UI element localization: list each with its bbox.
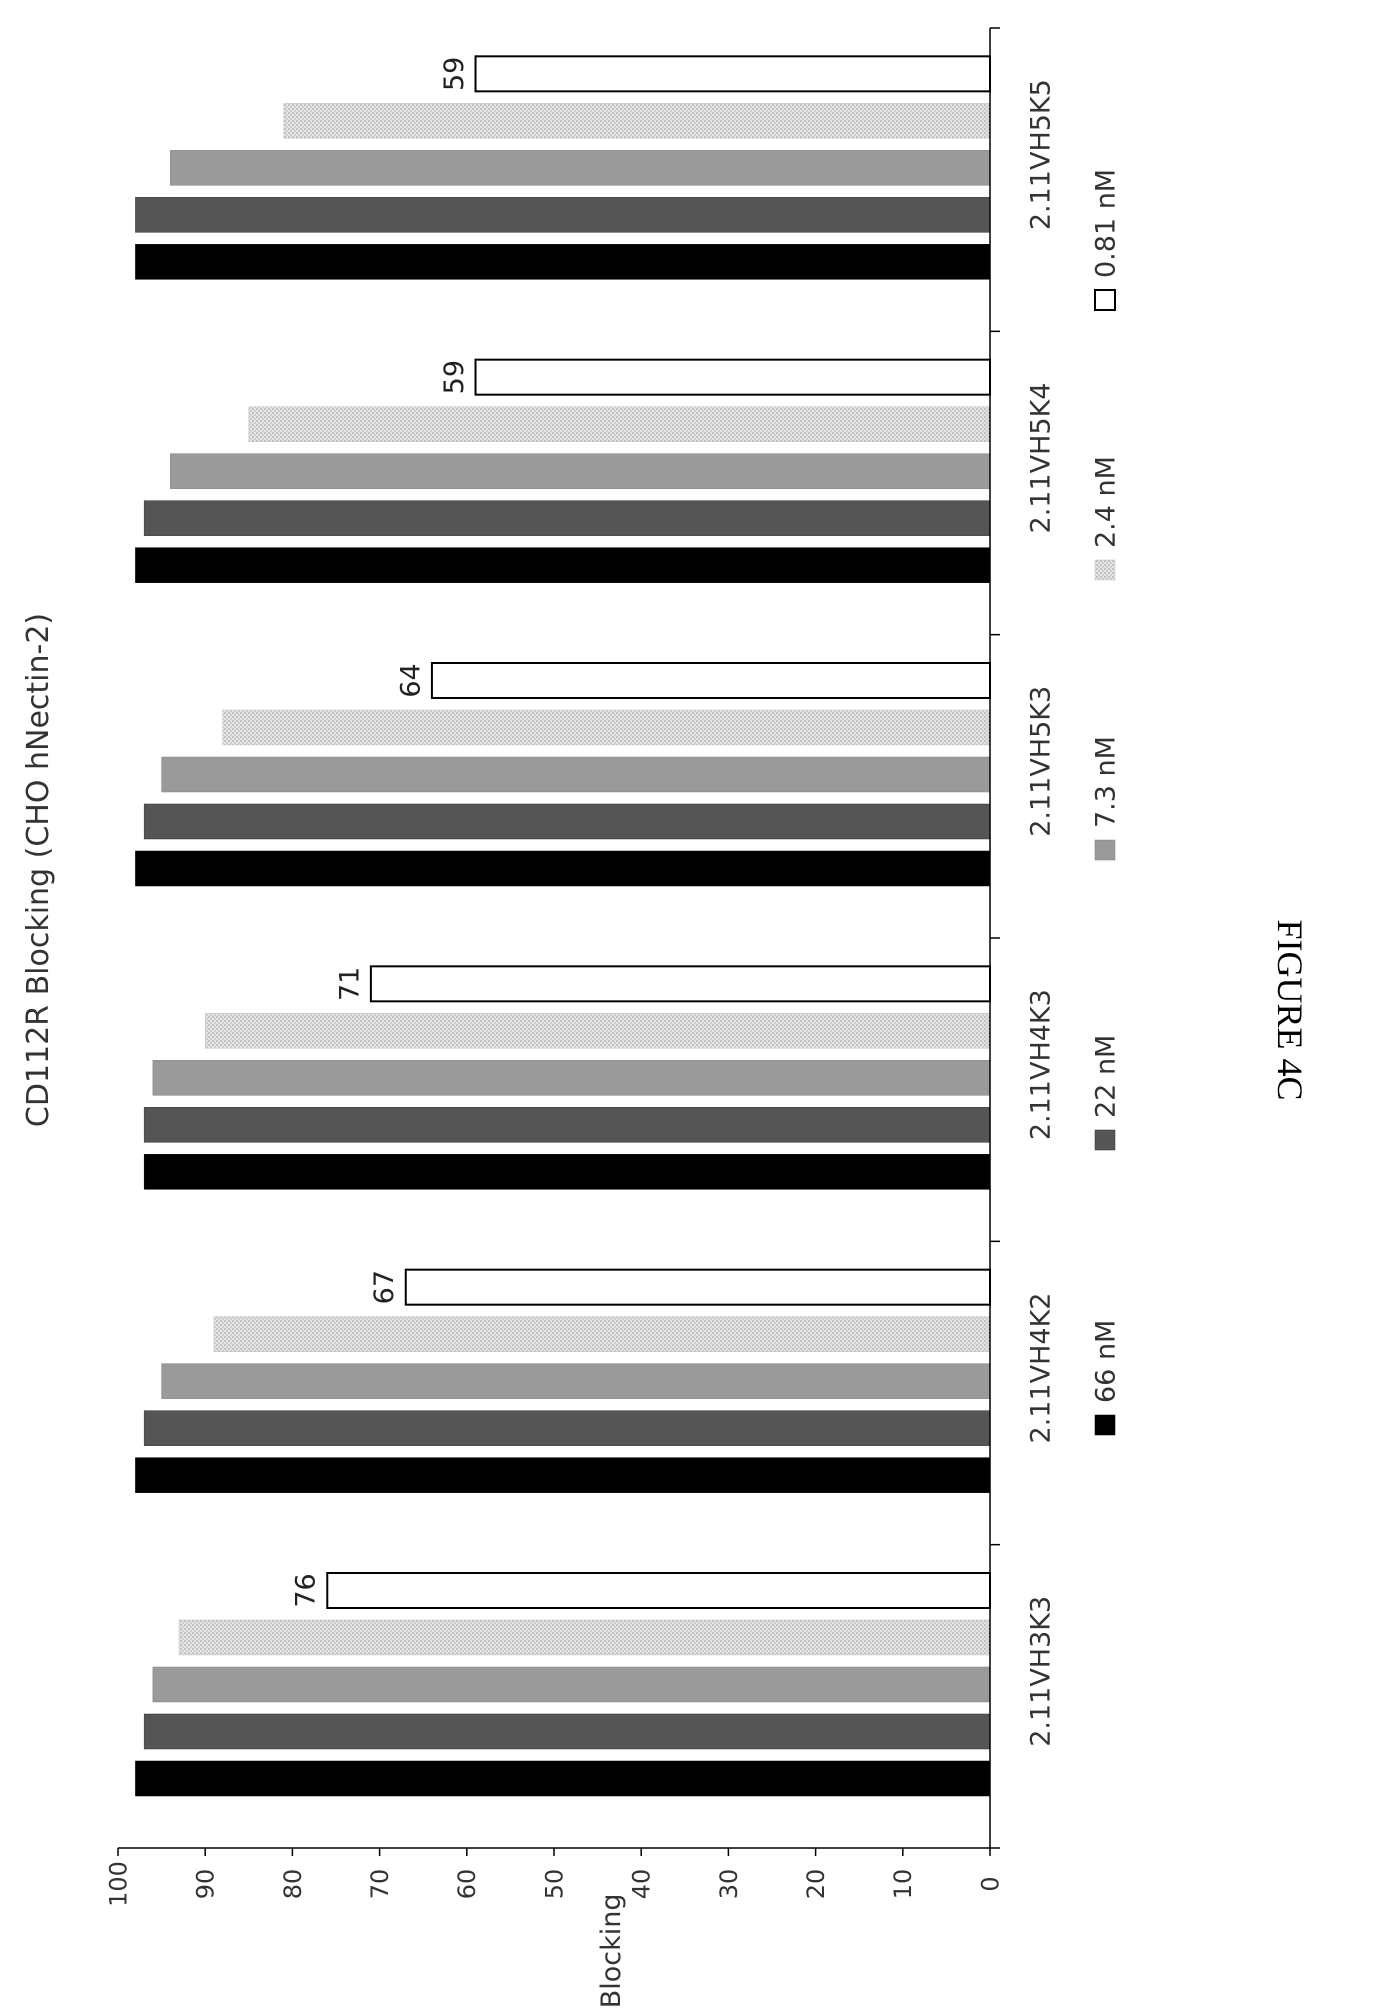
legend-label: 66 nM xyxy=(1090,1320,1121,1403)
legend-item-66nM: 66 nM xyxy=(1090,1320,1121,1436)
legend: 66 nM 22 nM 7.3 nM 2.4 nM 0.81 nM xyxy=(1090,169,1121,1436)
legend-label: 22 nM xyxy=(1090,1035,1121,1118)
bar-2.11VH4K3-0_81nM xyxy=(369,965,991,1003)
data-label-2.11VH4K2: 67 xyxy=(369,1270,400,1304)
legend-swatch xyxy=(1094,559,1116,581)
value-tick-label: 90 xyxy=(192,1869,220,1900)
bar-2.11VH5K4-7_3nM xyxy=(170,453,991,489)
bar-2.11VH4K2-0_81nM xyxy=(404,1268,991,1306)
bar-2.11VH4K3-22nM xyxy=(143,1107,991,1143)
bar-2.11VH4K3-7_3nM xyxy=(152,1060,991,1096)
category-label: 2.11VH3K3 xyxy=(1025,1596,1056,1747)
category-label: 2.11VH4K3 xyxy=(1025,989,1056,1140)
data-label-2.11VH5K5: 59 xyxy=(439,57,470,91)
legend-swatch xyxy=(1094,839,1116,861)
bar-2.11VH5K4-22nM xyxy=(143,500,991,536)
figure-caption: FIGURE 4C xyxy=(1270,919,1310,1100)
legend-item-0_81nM: 0.81 nM xyxy=(1090,169,1121,311)
legend-item-2_4nM: 2.4 nM xyxy=(1090,456,1121,581)
bar-2.11VH4K2-66nM xyxy=(135,1457,991,1493)
bar-2.11VH5K5-66nM xyxy=(135,244,991,280)
value-tick-label: 40 xyxy=(628,1869,656,1900)
category-label: 2.11VH5K3 xyxy=(1025,686,1056,837)
bar-2.11VH4K2-2_4nM xyxy=(213,1316,991,1352)
bar-2.11VH5K3-0_81nM xyxy=(430,662,992,699)
legend-swatch xyxy=(1094,1129,1116,1151)
bar-2.11VH5K5-2_4nM xyxy=(283,103,991,139)
data-label-2.11VH4K3: 71 xyxy=(334,967,365,1001)
legend-label: 0.81 nM xyxy=(1090,169,1121,278)
category-label: 2.11VH5K5 xyxy=(1025,79,1056,230)
legend-swatch xyxy=(1094,289,1116,311)
category-label: 2.11VH4K2 xyxy=(1025,1293,1056,1444)
bar-2.11VH5K4-66nM xyxy=(135,547,991,583)
legend-label: 7.3 nM xyxy=(1090,736,1121,828)
bar-2.11VH4K3-2_4nM xyxy=(204,1013,991,1049)
data-label-2.11VH5K3: 64 xyxy=(395,663,426,697)
bar-2.11VH5K3-2_4nM xyxy=(222,709,991,746)
value-tick-label: 20 xyxy=(802,1869,830,1900)
value-tick-label: 60 xyxy=(453,1869,481,1900)
value-tick-label: 50 xyxy=(540,1869,568,1900)
legend-swatch xyxy=(1094,1414,1116,1436)
value-tick-label: 10 xyxy=(889,1869,917,1900)
value-tick-label: 80 xyxy=(279,1869,307,1900)
bar-2.11VH5K5-0_81nM xyxy=(474,55,991,93)
bar-2.11VH4K2-22nM xyxy=(143,1410,991,1446)
legend-label: 2.4 nM xyxy=(1090,456,1121,548)
legend-item-22nM: 22 nM xyxy=(1090,1035,1121,1151)
value-tick-label: 30 xyxy=(715,1869,743,1900)
plot-area: 76 2.11VH3K3 67 2.11VH4K2 71 2.11VH4K3 64 2.11V… xyxy=(104,27,1056,1907)
bar-2.11VH5K5-22nM xyxy=(135,197,991,233)
bar-2.11VH3K3-22nM xyxy=(143,1713,991,1750)
category-label: 2.11VH5K4 xyxy=(1025,383,1056,534)
bar-2.11VH5K4-0_81nM xyxy=(474,358,991,396)
bar-2.11VH5K3-66nM xyxy=(135,850,991,887)
bar-2.11VH5K3-22nM xyxy=(143,803,991,840)
value-tick-label: 100 xyxy=(104,1861,132,1907)
value-tick-label: 0 xyxy=(976,1876,1004,1891)
bar-2.11VH3K3-7_3nM xyxy=(152,1666,991,1703)
data-label-2.11VH5K4: 59 xyxy=(439,360,470,394)
bar-2.11VH3K3-66nM xyxy=(135,1760,991,1797)
bar-2.11VH4K2-7_3nM xyxy=(161,1363,991,1399)
bar-2.11VH3K3-2_4nM xyxy=(178,1619,991,1656)
bar-2.11VH5K4-2_4nM xyxy=(248,406,991,442)
bar-2.11VH3K3-0_81nM xyxy=(326,1572,991,1609)
bar-2.11VH5K3-7_3nM xyxy=(161,756,991,793)
value-tick-label: 70 xyxy=(366,1869,394,1900)
y-axis-title: % Blocking xyxy=(596,1893,627,2015)
bar-2.11VH4K3-66nM xyxy=(143,1154,991,1190)
data-label-2.11VH3K3: 76 xyxy=(291,1573,322,1607)
bar-2.11VH5K5-7_3nM xyxy=(170,150,991,186)
legend-item-7_3nM: 7.3 nM xyxy=(1090,736,1121,861)
chart-title: CD112R Blocking (CHO hNectin-2) xyxy=(21,613,56,1127)
